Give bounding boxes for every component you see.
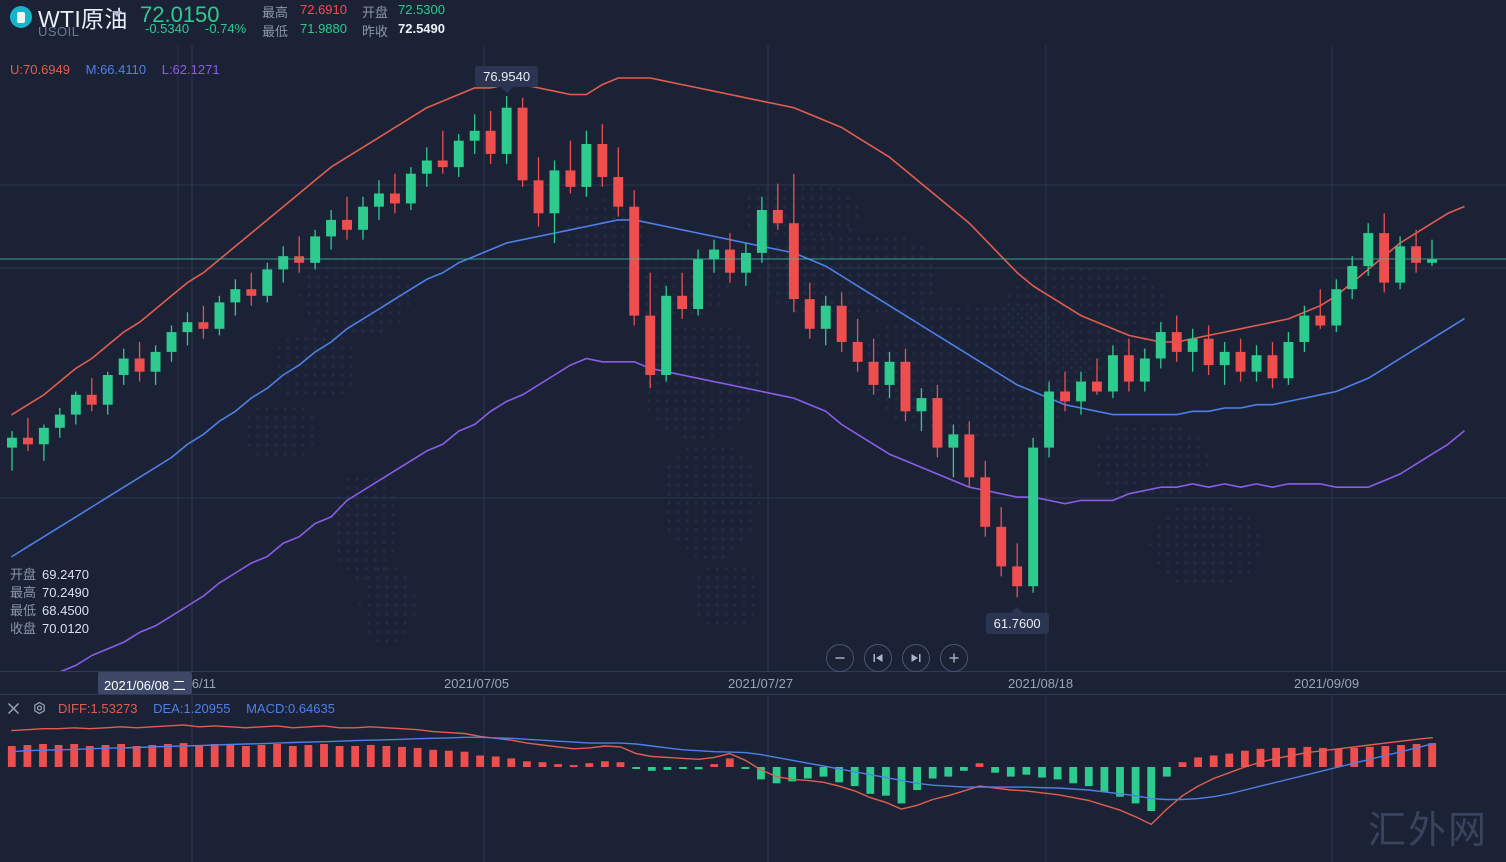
high-price-marker: 76.9540 (475, 66, 539, 94)
x-axis-label-1: 2021/07/05 (444, 676, 510, 691)
price-change: -0.5340 (145, 21, 190, 36)
x-axis-label-2: 2021/07/27 (728, 676, 794, 691)
macd-diff-label: DIFF:1.53273 (58, 700, 138, 716)
watermark: 汇外网 (1367, 808, 1488, 852)
macd-dea-label: DEA:1.20955 (153, 700, 231, 716)
quote-label-low: 最低 (262, 24, 289, 39)
price-chart-canvas[interactable] (0, 0, 1506, 672)
ohlc-value-close: 70.0120 (42, 621, 90, 636)
last-price: 72.0150 (140, 2, 220, 27)
price-change-percent: -0.74% (205, 21, 247, 36)
ohlc-tooltip: 开盘 69.2470 最高 70.2490 最低 68.4500 收盘 70.0120 (10, 566, 89, 638)
close-icon[interactable] (0, 695, 26, 721)
symbol-name[interactable]: WTI原油 (38, 6, 128, 32)
quote-label-prevclose: 昨收 (362, 24, 389, 39)
boll-indicator-legend[interactable]: U:70.6949 M:66.4110 L:62.1271 (10, 62, 232, 77)
low-price-label: 61.7600 (993, 616, 1041, 632)
quote-label-high: 最高 (262, 5, 289, 20)
boll-lower-label: L:62.1271 (161, 62, 220, 77)
chevron-down-icon[interactable] (112, 11, 122, 17)
ohlc-value-high: 70.2490 (42, 585, 90, 600)
macd-pane: DIFF:1.53273 DEA:1.20955 MACD:0.64635 (0, 695, 1506, 862)
macd-macd-label: MACD:0.64635 (246, 700, 335, 716)
ohlc-label-high: 最高 (10, 585, 37, 600)
chart-nav-controls (826, 644, 968, 672)
quote-label-open: 开盘 (362, 5, 389, 20)
high-price-label: 76.9540 (483, 69, 531, 85)
quote-value-low: 71.9880 (300, 21, 347, 36)
chart-header: WTI原油 USOIL 72.0150 -0.5340 -0.74% 最高 72… (0, 0, 1506, 46)
zoom-out-button[interactable] (826, 644, 854, 672)
ohlc-row: 开盘 69.2470 (10, 566, 89, 584)
ohlc-label-low: 最低 (10, 603, 37, 618)
ohlc-value-open: 69.2470 (42, 567, 90, 582)
quote-value-high: 72.6910 (300, 2, 347, 17)
quote-value-open: 72.5300 (398, 2, 445, 17)
ohlc-row: 最低 68.4500 (10, 602, 89, 620)
x-axis[interactable]: 2021/06/11 2021/07/05 2021/07/27 2021/08… (0, 671, 1506, 695)
ohlc-row: 收盘 70.0120 (10, 620, 89, 638)
zoom-in-button[interactable] (940, 644, 968, 672)
x-axis-label-4: 2021/09/09 (1294, 676, 1360, 691)
crosshair-date-label: 2021/06/08 二 (98, 672, 192, 694)
step-forward-button[interactable] (902, 644, 930, 672)
ohlc-value-low: 68.4500 (42, 603, 90, 618)
step-back-button[interactable] (864, 644, 892, 672)
ohlc-row: 最高 70.2490 (10, 584, 89, 602)
macd-chart-canvas[interactable] (0, 695, 1506, 862)
symbol-code: USOIL (38, 24, 80, 39)
oil-barrel-icon (10, 6, 32, 28)
ohlc-label-open: 开盘 (10, 567, 37, 582)
quote-value-prevclose: 72.5490 (398, 21, 445, 36)
settings-icon[interactable] (26, 695, 52, 721)
macd-header: DIFF:1.53273 DEA:1.20955 MACD:0.64635 (0, 695, 347, 721)
low-price-marker: 61.7600 (985, 607, 1049, 635)
boll-upper-label: U:70.6949 (10, 62, 70, 77)
boll-middle-label: M:66.4110 (85, 62, 147, 77)
macd-legend: DIFF:1.53273 DEA:1.20955 MACD:0.64635 (58, 701, 347, 716)
x-axis-label-3: 2021/08/18 (1008, 676, 1074, 691)
ohlc-label-close: 收盘 (10, 621, 37, 636)
